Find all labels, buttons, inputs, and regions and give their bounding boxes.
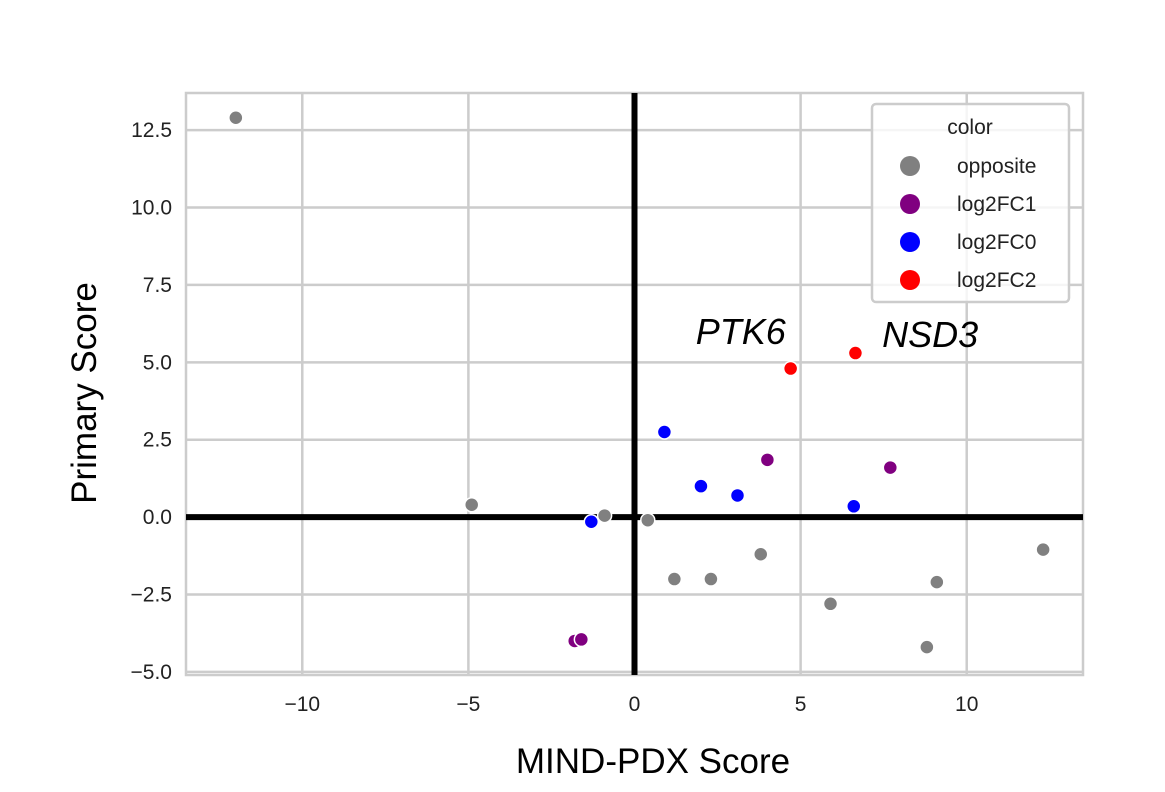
legend-box <box>870 102 1071 304</box>
x-tick-label: −5 <box>456 693 480 716</box>
legend-marker-log2fc0 <box>900 232 920 252</box>
point-opposite <box>463 496 480 513</box>
point-opposite <box>640 512 656 528</box>
point-log2fc2 <box>782 360 799 377</box>
point-opposite <box>919 639 935 655</box>
data-points <box>228 110 1051 655</box>
x-tick-label: 10 <box>955 693 978 716</box>
reference-lines <box>186 93 1083 675</box>
point-opposite <box>1035 541 1051 558</box>
point-log2fc0 <box>583 514 600 530</box>
y-tick-labels: −5.0 −2.5 0.0 2.5 5.0 7.5 10.0 12.5 <box>131 119 172 684</box>
legend-title: color <box>947 116 993 139</box>
x-tick-label: 5 <box>795 693 807 716</box>
y-axis-title: Primary Score <box>65 282 104 504</box>
point-opposite <box>703 571 719 587</box>
point-log2fc1 <box>573 631 590 648</box>
legend-label-log2fc2: log2FC2 <box>957 269 1036 292</box>
point-opposite <box>929 574 945 590</box>
legend: color opposite log2FC1 log2FC0 log2FC2 <box>870 102 1071 304</box>
y-tick-label: −5.0 <box>131 661 172 684</box>
y-tick-label: 12.5 <box>131 119 172 142</box>
point-log2fc1 <box>759 452 776 468</box>
point-opposite <box>596 507 613 524</box>
x-axis-title: MIND-PDX Score <box>516 742 790 781</box>
legend-marker-log2fc1 <box>900 194 920 214</box>
point-log2fc0 <box>846 498 862 515</box>
y-tick-label: 7.5 <box>143 274 172 297</box>
point-log2fc1 <box>882 459 899 476</box>
point-opposite <box>666 571 683 587</box>
y-tick-label: 0.0 <box>143 506 172 529</box>
point-opposite <box>228 110 244 126</box>
point-log2fc0 <box>656 424 673 440</box>
x-tick-label: 0 <box>629 693 641 716</box>
annotations: PTK6 NSD3 <box>696 311 978 355</box>
legend-label-log2fc1: log2FC1 <box>957 193 1036 216</box>
annotation-ptk6: PTK6 <box>696 311 787 352</box>
point-log2fc0 <box>729 487 746 504</box>
point-opposite <box>752 546 769 563</box>
legend-entries: opposite log2FC1 log2FC0 log2FC2 <box>900 155 1036 292</box>
annotation-nsd3: NSD3 <box>882 314 978 355</box>
x-tick-labels: −10 −5 0 5 10 <box>284 693 978 716</box>
legend-marker-opposite <box>900 156 920 176</box>
y-tick-label: 2.5 <box>143 429 172 452</box>
x-tick-label: −10 <box>284 693 320 716</box>
y-tick-label: 5.0 <box>143 351 172 374</box>
y-tick-label: −2.5 <box>131 584 172 607</box>
point-log2fc0 <box>693 478 709 494</box>
legend-label-opposite: opposite <box>957 155 1036 178</box>
y-tick-label: 10.0 <box>131 197 172 220</box>
point-log2fc2 <box>847 345 864 361</box>
point-opposite <box>822 596 839 612</box>
legend-label-log2fc0: log2FC0 <box>957 231 1036 254</box>
legend-marker-log2fc2 <box>900 270 920 290</box>
